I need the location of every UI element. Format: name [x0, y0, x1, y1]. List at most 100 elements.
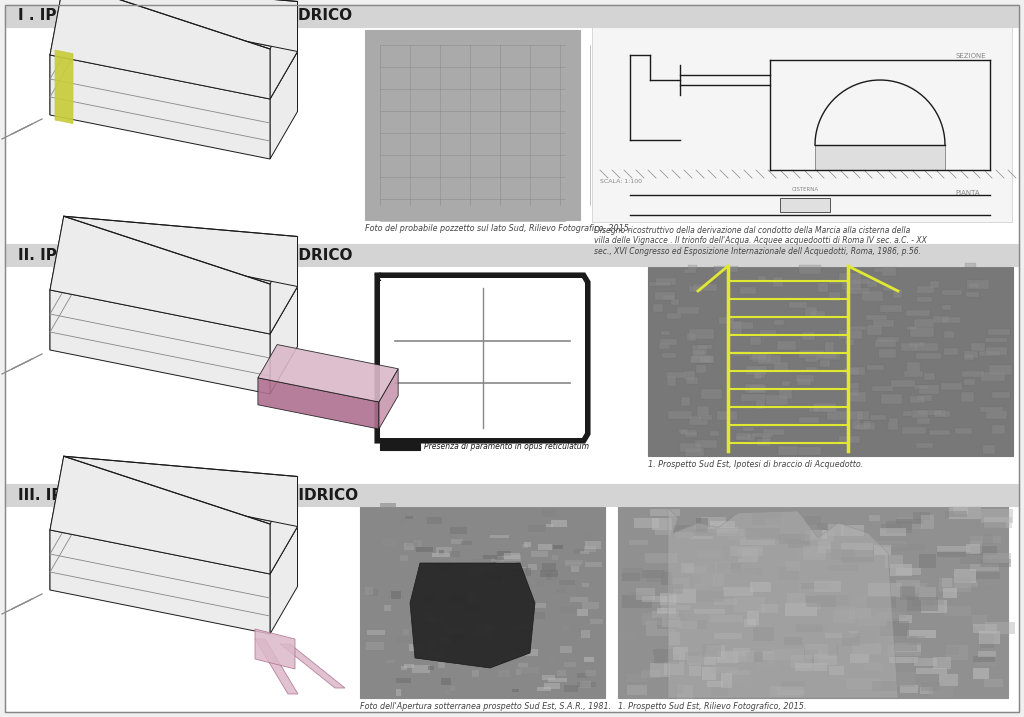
Bar: [444, 690, 451, 695]
Bar: [799, 581, 818, 592]
Bar: [970, 536, 1001, 543]
Bar: [536, 579, 545, 587]
Bar: [736, 436, 748, 440]
Bar: [728, 330, 742, 336]
Bar: [468, 570, 480, 577]
Bar: [662, 617, 680, 627]
Bar: [796, 375, 814, 381]
Bar: [937, 546, 970, 551]
Bar: [396, 637, 413, 642]
Bar: [903, 411, 912, 416]
Bar: [933, 657, 951, 669]
Bar: [723, 569, 758, 580]
Bar: [649, 663, 670, 677]
Bar: [933, 316, 948, 323]
Bar: [849, 631, 860, 637]
Bar: [980, 559, 1011, 566]
Polygon shape: [50, 217, 270, 334]
Bar: [983, 445, 995, 454]
Bar: [668, 313, 681, 318]
Bar: [716, 562, 731, 574]
Bar: [752, 352, 771, 362]
Bar: [828, 666, 844, 675]
Bar: [758, 275, 766, 282]
Bar: [5, 5, 1019, 27]
Bar: [896, 518, 924, 523]
Bar: [815, 145, 945, 170]
Bar: [685, 448, 705, 456]
Bar: [902, 427, 926, 434]
Bar: [365, 30, 580, 220]
Bar: [874, 339, 896, 347]
Bar: [454, 634, 465, 637]
Bar: [796, 663, 827, 670]
Bar: [582, 602, 599, 609]
Bar: [904, 371, 924, 377]
Text: CISTERNA: CISTERNA: [792, 187, 818, 192]
Bar: [915, 668, 946, 674]
Bar: [899, 614, 912, 623]
Bar: [428, 651, 443, 657]
Bar: [684, 563, 713, 574]
Bar: [490, 535, 509, 538]
Bar: [849, 608, 871, 619]
Bar: [795, 626, 825, 632]
Bar: [943, 331, 954, 338]
Polygon shape: [63, 0, 298, 52]
Bar: [866, 281, 878, 288]
Bar: [692, 345, 707, 355]
Polygon shape: [255, 629, 295, 669]
Bar: [522, 543, 528, 548]
Bar: [861, 291, 883, 300]
Bar: [973, 625, 997, 633]
Bar: [955, 428, 972, 434]
Bar: [922, 682, 940, 691]
Bar: [988, 328, 1010, 335]
Bar: [939, 578, 971, 592]
Bar: [509, 589, 521, 595]
Bar: [866, 315, 887, 320]
Bar: [811, 530, 826, 539]
Bar: [823, 353, 837, 359]
Bar: [504, 553, 520, 559]
Bar: [485, 579, 505, 587]
Bar: [398, 518, 404, 523]
Bar: [427, 640, 436, 647]
Bar: [660, 593, 676, 605]
Bar: [786, 561, 800, 571]
Bar: [930, 280, 939, 288]
Bar: [800, 265, 821, 275]
Bar: [623, 573, 640, 581]
Bar: [402, 630, 410, 635]
Bar: [978, 651, 996, 657]
Bar: [751, 337, 761, 345]
Bar: [761, 331, 776, 336]
Bar: [893, 673, 914, 688]
Bar: [685, 575, 702, 584]
Bar: [578, 609, 588, 616]
Bar: [941, 383, 963, 390]
Bar: [814, 581, 841, 592]
Bar: [439, 549, 444, 555]
Bar: [481, 619, 496, 625]
Bar: [915, 343, 938, 351]
Bar: [765, 518, 784, 527]
Bar: [797, 624, 823, 632]
Bar: [546, 574, 556, 581]
Bar: [811, 311, 825, 318]
Bar: [698, 415, 712, 420]
Bar: [916, 395, 932, 401]
Bar: [404, 543, 415, 550]
Bar: [687, 656, 716, 665]
Bar: [738, 549, 759, 562]
Bar: [368, 630, 385, 635]
Polygon shape: [270, 237, 298, 334]
Bar: [717, 412, 737, 420]
Bar: [817, 523, 827, 537]
Bar: [559, 580, 574, 585]
Bar: [528, 525, 545, 533]
Bar: [370, 268, 590, 448]
Text: II. IPOTESI DI FUNZIONAMENTO IDRICO: II. IPOTESI DI FUNZIONAMENTO IDRICO: [18, 247, 352, 262]
Bar: [483, 565, 496, 571]
Bar: [825, 549, 855, 560]
